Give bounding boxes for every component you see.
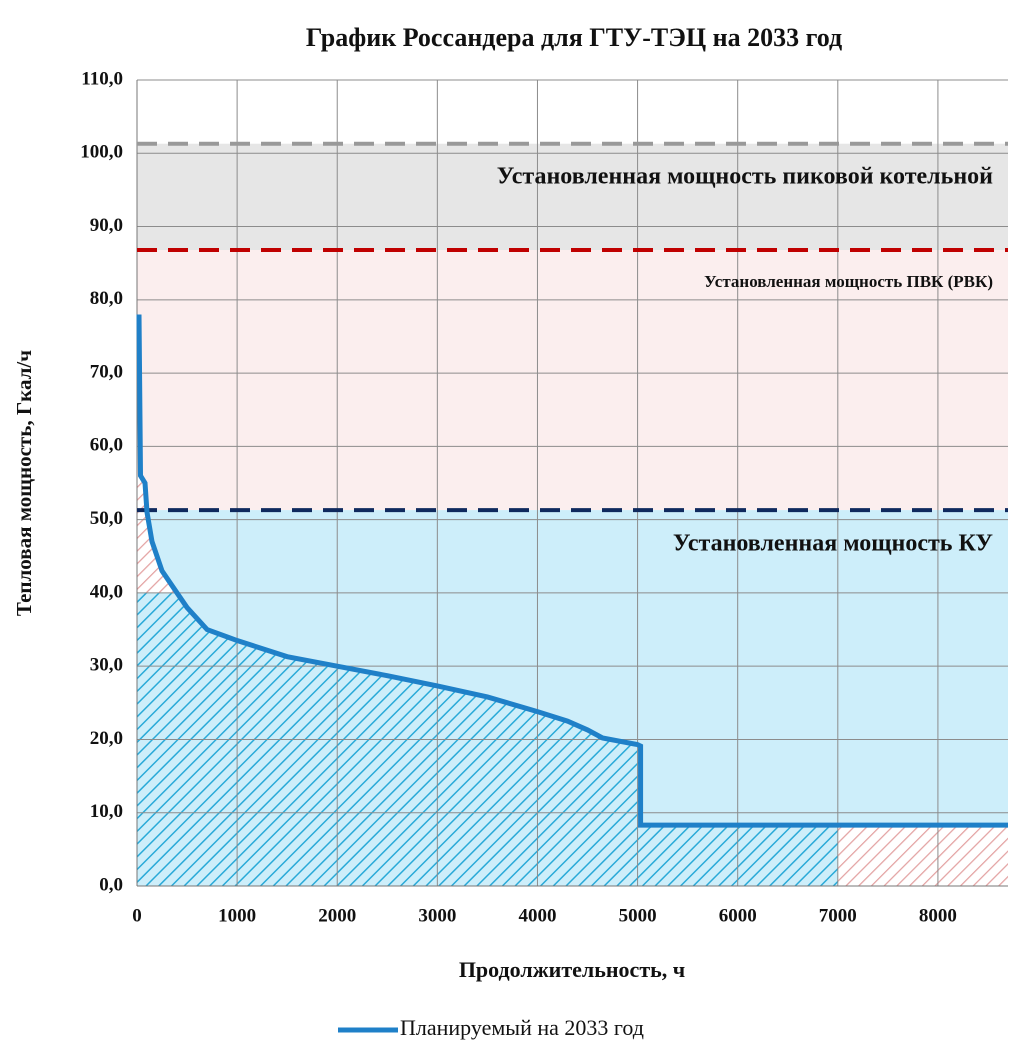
y-tick-label: 0,0 [99, 874, 123, 895]
y-tick-label: 90,0 [90, 215, 123, 236]
x-tick-label: 8000 [919, 905, 957, 926]
y-tick-label: 80,0 [90, 288, 123, 309]
line [136, 314, 1008, 828]
y-tick-label: 50,0 [90, 508, 123, 529]
y-tick-label: 30,0 [90, 655, 123, 676]
x-tick-label: 5000 [619, 905, 657, 926]
legend-label: Планируемый на 2033 год [400, 1015, 644, 1040]
level-label: Установленная мощность КУ [673, 531, 994, 557]
y-tick-label: 70,0 [90, 361, 123, 382]
chart-title: График Россандера для ГТУ-ТЭЦ на 2033 го… [306, 23, 842, 52]
x-tick-label: 1000 [218, 905, 256, 926]
y-tick-label: 10,0 [90, 801, 123, 822]
x-tick-label: 6000 [719, 905, 757, 926]
x-tick-label: 7000 [819, 905, 857, 926]
y-tick-label: 110,0 [81, 68, 123, 89]
y-tick-label: 40,0 [90, 581, 123, 602]
y-tick-label: 60,0 [90, 435, 123, 456]
x-tick-label: 4000 [518, 905, 556, 926]
x-tick-label: 3000 [418, 905, 456, 926]
y-tick-label: 20,0 [90, 728, 123, 749]
level-label: Установленная мощность пиковой котельной [497, 164, 993, 190]
y-axis-title: Тепловая мощность, Гкал/ч [12, 350, 36, 616]
x-tick-label: 0 [132, 905, 142, 926]
level-band [137, 143, 1008, 250]
y-tick-label: 100,0 [80, 142, 123, 163]
x-tick-label: 2000 [318, 905, 356, 926]
x-axis-title: Продолжительность, ч [459, 957, 685, 982]
level-label: Установленная мощность ПВК (РВК) [704, 272, 993, 291]
level-band [137, 249, 1008, 511]
